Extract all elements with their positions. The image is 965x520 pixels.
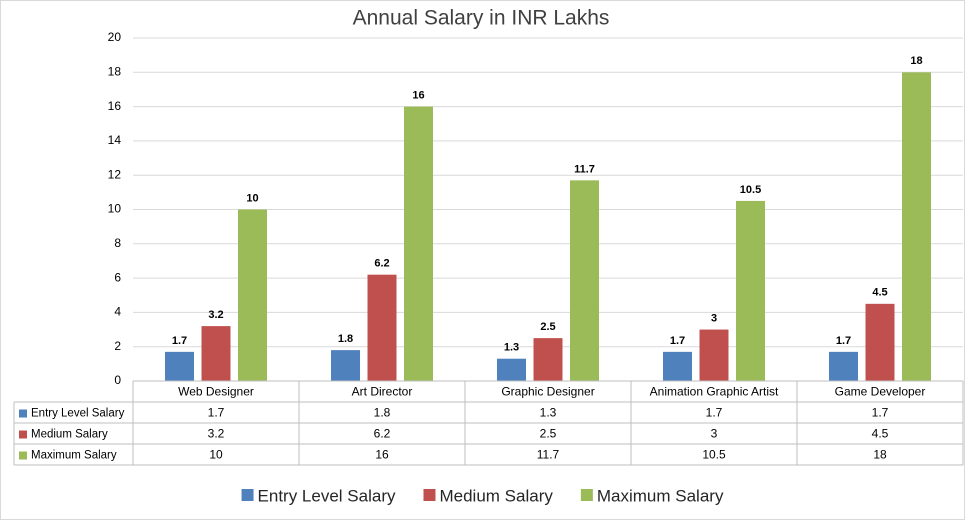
value-label: 1.7 bbox=[172, 335, 187, 347]
value-label: 1.3 bbox=[504, 342, 519, 354]
table-cell: 4.5 bbox=[872, 427, 889, 441]
y-tick-label: 18 bbox=[108, 64, 122, 78]
table-cell: 3.2 bbox=[208, 427, 225, 441]
table-legend-key bbox=[19, 451, 27, 460]
y-tick-label: 10 bbox=[108, 202, 122, 216]
bar bbox=[663, 351, 692, 381]
bar bbox=[238, 209, 267, 381]
value-label: 18 bbox=[910, 55, 922, 67]
y-tick-label: 16 bbox=[108, 99, 122, 113]
table-cell: 3 bbox=[711, 427, 718, 441]
y-tick-label: 6 bbox=[114, 270, 121, 284]
x-tick-label: Art Director bbox=[352, 385, 413, 399]
table-cell: 10 bbox=[209, 448, 223, 462]
value-label: 6.2 bbox=[374, 258, 389, 270]
y-tick-label: 14 bbox=[108, 133, 122, 147]
x-tick-label: Game Developer bbox=[835, 385, 926, 399]
y-tick-label: 2 bbox=[114, 339, 121, 353]
value-label: 1.7 bbox=[836, 335, 851, 347]
table-legend-key bbox=[19, 430, 27, 439]
bar bbox=[699, 329, 729, 381]
legend-label: Maximum Salary bbox=[597, 486, 724, 505]
table-cell: 18 bbox=[873, 448, 887, 462]
value-label: 10 bbox=[246, 192, 258, 204]
bar bbox=[570, 180, 599, 381]
table-legend-key bbox=[19, 409, 27, 418]
bar bbox=[165, 351, 194, 381]
bar bbox=[404, 106, 433, 381]
legend-key bbox=[580, 489, 593, 501]
table-cell: 1.8 bbox=[374, 406, 391, 420]
legend-key bbox=[423, 489, 436, 501]
x-tick-label: Graphic Designer bbox=[501, 385, 594, 399]
value-label: 1.7 bbox=[670, 335, 685, 347]
table-cell: 1.3 bbox=[540, 406, 557, 420]
table-cell: 11.7 bbox=[537, 448, 560, 462]
value-label: 4.5 bbox=[872, 287, 887, 299]
bar bbox=[902, 72, 931, 382]
value-label: 1.8 bbox=[338, 333, 353, 345]
value-label: 2.5 bbox=[540, 321, 555, 333]
y-tick-label: 8 bbox=[114, 236, 121, 250]
table-row-header: Maximum Salary bbox=[31, 450, 117, 462]
value-label: 16 bbox=[412, 90, 424, 102]
x-tick-label: Web Designer bbox=[178, 385, 254, 399]
x-tick-label: Animation Graphic Artist bbox=[650, 385, 779, 399]
table-cell: 16 bbox=[375, 448, 389, 462]
value-label: 10.5 bbox=[740, 184, 761, 196]
bar bbox=[201, 326, 231, 381]
bar bbox=[497, 358, 526, 381]
value-label: 3 bbox=[711, 312, 717, 324]
bar bbox=[367, 274, 397, 381]
legend-label: Medium Salary bbox=[439, 486, 553, 505]
table-cell: 1.7 bbox=[872, 406, 889, 420]
y-tick-label: 20 bbox=[108, 30, 122, 44]
legend-label: Entry Level Salary bbox=[258, 486, 396, 505]
table-cell: 10.5 bbox=[702, 448, 726, 462]
table-cell: 1.7 bbox=[208, 406, 225, 420]
chart-title: Annual Salary in INR Lakhs bbox=[353, 7, 610, 30]
bar bbox=[865, 303, 895, 381]
bar bbox=[829, 351, 858, 381]
table-cell: 2.5 bbox=[540, 427, 557, 441]
table-cell: 6.2 bbox=[374, 427, 391, 441]
bar bbox=[533, 338, 563, 381]
legend-key bbox=[241, 489, 254, 501]
y-tick-label: 0 bbox=[114, 373, 121, 387]
table-row-header: Entry Level Salary bbox=[31, 408, 125, 420]
table-row-header: Medium Salary bbox=[31, 429, 108, 441]
y-tick-label: 4 bbox=[114, 305, 121, 319]
bar bbox=[736, 200, 765, 381]
y-tick-label: 12 bbox=[108, 167, 122, 181]
value-label: 11.7 bbox=[574, 163, 595, 175]
bar bbox=[331, 350, 360, 381]
value-label: 3.2 bbox=[208, 309, 223, 321]
table-cell: 1.7 bbox=[706, 406, 723, 420]
